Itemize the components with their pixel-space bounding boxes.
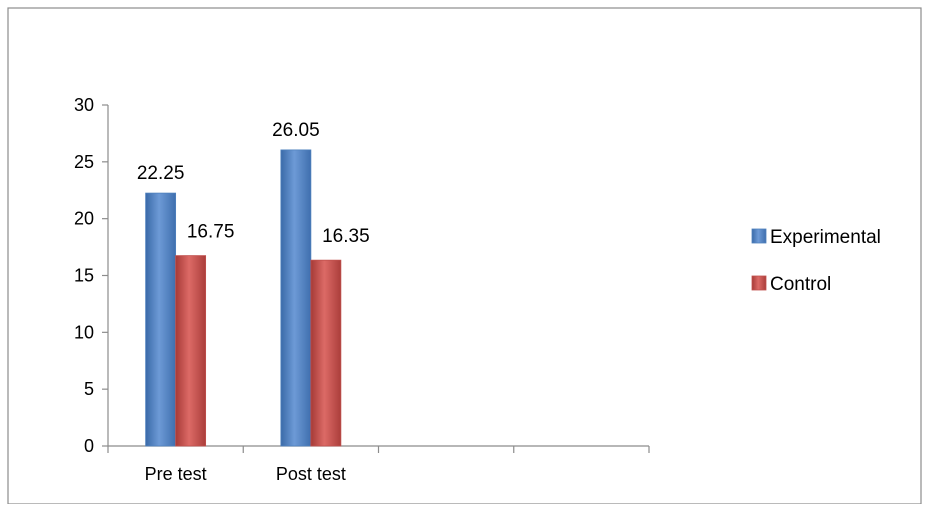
bar-control-1 <box>310 259 342 447</box>
x-tick-label: Pre test <box>145 464 207 484</box>
y-tick-label: 5 <box>84 379 94 399</box>
x-tick-label: Post test <box>276 464 346 484</box>
legend-swatch-experimental <box>751 228 767 244</box>
bar-experimental-0 <box>145 192 177 447</box>
legend-swatch-control <box>751 275 767 291</box>
y-tick-label: 30 <box>74 95 94 115</box>
bar-experimental-1 <box>280 149 312 447</box>
y-tick-label: 0 <box>84 436 94 456</box>
y-tick-label: 15 <box>74 266 94 286</box>
bar-control-0 <box>175 255 207 447</box>
legend-label: Experimental <box>770 227 881 248</box>
y-tick-label: 20 <box>74 209 94 229</box>
data-label: 16.75 <box>187 222 235 243</box>
legend-label: Control <box>770 274 831 295</box>
data-label: 26.05 <box>272 120 320 141</box>
y-tick-label: 10 <box>74 322 94 342</box>
data-label: 22.25 <box>137 163 185 184</box>
data-label: 16.35 <box>322 226 370 247</box>
y-tick-label: 25 <box>74 152 94 172</box>
chart-border <box>7 7 922 505</box>
